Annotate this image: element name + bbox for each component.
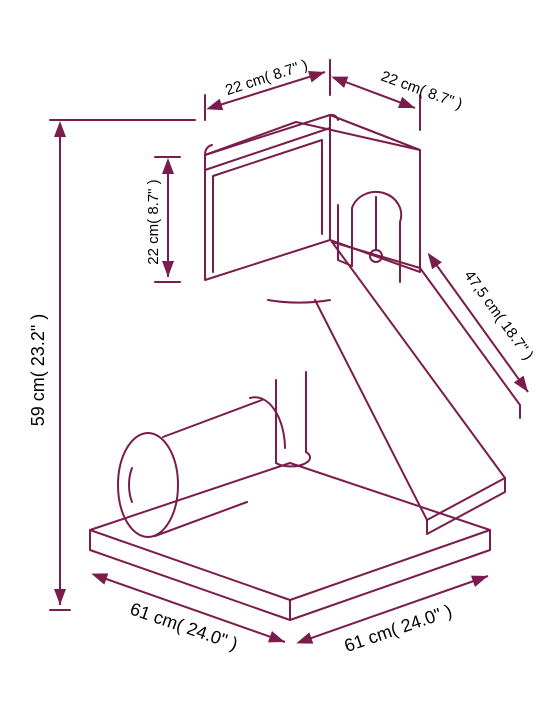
label-height-overall: 59 cm( 23.2" ): [28, 314, 48, 426]
label-box-top-width: 22 cm( 8.7" ): [223, 56, 309, 99]
label-box-depth: 22 cm( 8.7" ): [379, 68, 465, 113]
label-box-height: 22 cm( 8.7" ): [145, 179, 162, 264]
dimension-diagram: 59 cm( 23.2" ) 22 cm( 8.7" ) 22 cm( 8.7"…: [0, 0, 540, 720]
dimension-arrows: [60, 72, 528, 642]
label-base-right: 61 cm( 24.0" ): [342, 601, 455, 657]
dimension-labels: 59 cm( 23.2" ) 22 cm( 8.7" ) 22 cm( 8.7"…: [28, 56, 537, 656]
figure-lines: [50, 60, 520, 620]
